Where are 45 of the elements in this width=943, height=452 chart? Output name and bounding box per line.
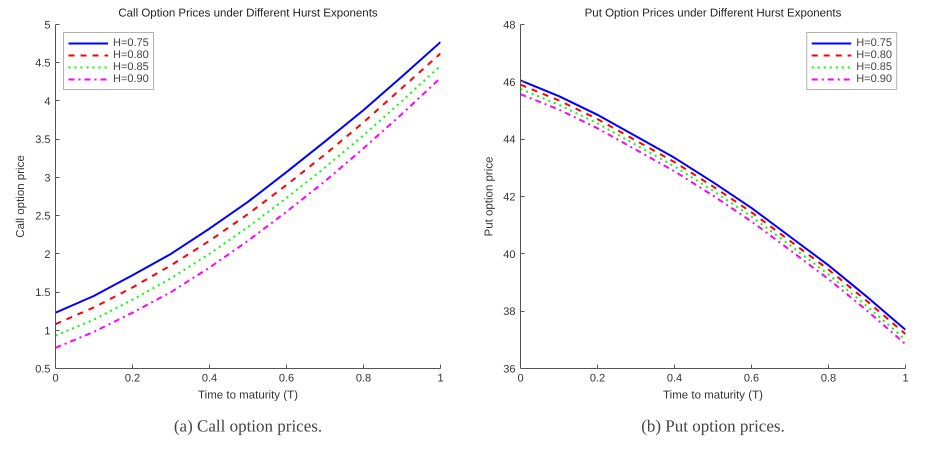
y-tick-label: 4 <box>44 96 51 108</box>
x-tick-label: 0 <box>517 372 524 384</box>
x-tick-label: 0.8 <box>820 372 836 384</box>
x-tick-label: 0 <box>52 372 59 384</box>
y-tick-label: 48 <box>503 20 516 32</box>
x-tick-label: 0.8 <box>356 372 372 384</box>
x-tick-label: 0.2 <box>124 372 140 384</box>
y-tick-label: 1 <box>44 325 51 338</box>
y-tick-label: 42 <box>503 192 516 204</box>
text: (a) Call option prices. <box>174 416 322 436</box>
y-tick-label: 1.5 <box>35 287 51 300</box>
x-tick-label: 0.2 <box>590 372 606 384</box>
chart-title: Put Option Prices under Different Hurst Exponents <box>584 8 842 20</box>
y-tick-label: 40 <box>503 248 516 261</box>
legend-label: H=0.85 <box>856 61 892 73</box>
legend-label: H=0.90 <box>856 73 892 85</box>
y-tick-label: 46 <box>503 76 516 89</box>
legend-label: H=0.80 <box>113 49 149 61</box>
legend-label: H=0.75 <box>113 37 149 49</box>
y-tick-label: 2.5 <box>35 210 51 223</box>
y-tick-label: 38 <box>503 306 516 318</box>
x-axis-title: Time to maturity (T) <box>198 390 298 402</box>
x-tick-label: 0.4 <box>666 372 682 384</box>
y-axis-title: Call option price <box>15 155 28 238</box>
x-tick-label: 1 <box>437 372 444 384</box>
y-tick-label: 36 <box>503 364 516 376</box>
y-tick-label: 5 <box>44 20 51 32</box>
y-tick-label: 3 <box>44 172 51 184</box>
legend-label: H=0.85 <box>113 61 149 73</box>
legend-label: H=0.80 <box>856 49 892 61</box>
x-tick-label: 0.4 <box>202 372 218 384</box>
text: (b) Put option prices. <box>641 416 785 436</box>
y-tick-label: 44 <box>503 134 516 146</box>
x-axis-title: Time to maturity (T) <box>663 390 764 402</box>
chart-title: Call Option Prices under Different Hurst Exponents <box>118 8 378 20</box>
y-tick-label: 4.5 <box>35 58 51 70</box>
y-tick-label: 2 <box>44 248 51 261</box>
x-tick-label: 1 <box>902 372 909 384</box>
y-axis-title: Put option price <box>483 156 496 236</box>
x-tick-label: 0.6 <box>278 372 294 384</box>
x-tick-label: 0.6 <box>744 372 760 384</box>
legend-label: H=0.75 <box>856 37 892 49</box>
y-tick-label: 0.5 <box>35 364 51 376</box>
y-tick-label: 3.5 <box>35 134 51 146</box>
legend-label: H=0.90 <box>113 73 149 85</box>
